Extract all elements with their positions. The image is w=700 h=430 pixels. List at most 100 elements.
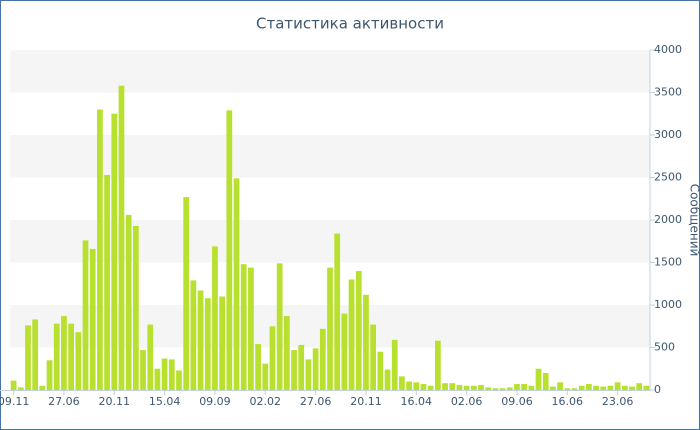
bar [377,351,384,390]
bar [341,313,348,390]
bar [557,382,563,390]
bar [355,271,362,390]
y-tick-label: 1000 [654,298,682,311]
bar [636,383,643,390]
bar [463,385,470,390]
bar [427,385,434,390]
y-tick-label: 0 [654,383,661,396]
bar [255,344,261,390]
x-tick-label: 09.06 [501,395,533,408]
bar [413,382,420,390]
bar [190,280,197,390]
bar [593,385,599,390]
bar [262,363,269,390]
bar [132,225,139,390]
bar [370,324,377,390]
x-tick-label: 20.11 [350,395,382,408]
y-tick-label: 4000 [654,43,682,56]
bar [449,383,456,390]
x-tick-label: 02.06 [451,395,483,408]
bar [154,368,161,390]
grid-band [10,50,650,93]
bar [140,350,146,390]
bar [399,376,405,390]
bar [204,298,211,390]
bar [46,360,53,390]
x-tick-label: 16.06 [552,395,584,408]
bar [176,370,182,390]
bar [89,248,96,390]
bar [183,197,190,390]
bar [535,368,542,390]
x-tick-label: 02.02 [250,395,282,408]
bar [629,386,635,390]
bar [327,267,333,390]
bar [53,323,60,390]
bar [82,240,89,390]
bar [571,388,578,390]
bar [406,381,412,390]
y-axis-title: Сообщений [688,184,700,257]
bar [542,373,549,390]
bar [161,358,168,390]
x-tick-label: 16.04 [401,395,433,408]
bar [514,384,520,390]
bar [434,340,441,390]
bar [104,174,110,390]
bar [248,267,254,390]
bar [276,263,283,390]
bar [283,316,290,390]
bar [621,385,628,390]
bar [492,388,499,390]
bar [600,386,607,390]
x-tick-label: 27.06 [48,395,80,408]
bar [212,246,218,390]
y-tick-label: 3000 [654,128,682,141]
bar [269,326,276,390]
bar [586,384,592,390]
bar [499,388,506,390]
bar [97,109,103,390]
y-tick-label: 2500 [654,171,682,184]
bar [614,382,621,390]
bar [442,383,448,390]
bar [17,387,24,390]
x-tick-label: 09.11 [0,395,29,408]
bar [470,385,477,390]
bar [564,388,571,390]
x-tick-label: 20.11 [99,395,131,408]
x-tick-label: 15.04 [149,395,181,408]
x-tick-label: 27.06 [300,395,332,408]
bar [147,324,154,390]
bar [363,294,369,390]
bar [39,385,46,390]
bar [219,296,226,390]
x-tick-label: 23.06 [602,395,634,408]
bar [550,386,556,390]
bar [305,359,312,390]
y-tick-label: 3500 [654,86,682,99]
bar [506,387,513,390]
bar [521,384,528,390]
bar [528,385,535,390]
x-tick-label: 09.09 [199,395,231,408]
bar [118,85,125,390]
bar [125,214,132,390]
bar [32,319,39,390]
bar [485,387,492,390]
bar [233,178,240,390]
bar [25,325,31,390]
bar [420,384,427,390]
bar [456,384,463,390]
bar [168,359,175,390]
bar [478,384,484,390]
chart-title: Статистика активности [256,15,444,33]
y-tick-label: 2000 [654,213,682,226]
bar [240,264,247,390]
bar [578,385,585,390]
bar [312,348,319,390]
bar [391,339,398,390]
bar [319,328,326,390]
bar [384,369,391,390]
